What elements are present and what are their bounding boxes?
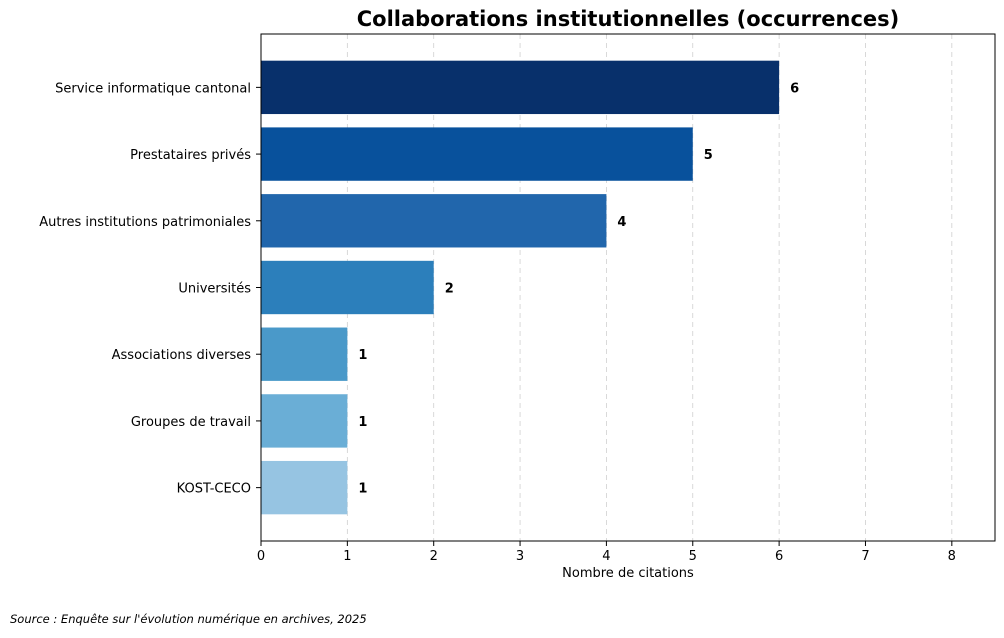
x-tick-label: 4 (602, 549, 610, 564)
data-label: 6 (790, 81, 799, 96)
y-tick-label: Prestataires privés (130, 148, 251, 163)
y-tick-labels: Service informatique cantonal Prestataire… (39, 81, 261, 497)
x-tick-label: 7 (861, 549, 869, 564)
bars (261, 60, 780, 515)
bar (261, 194, 607, 248)
x-tick-label: 0 (257, 549, 265, 564)
data-label: 1 (358, 348, 367, 363)
x-tick-label: 3 (516, 549, 524, 564)
y-tick-label: Autres institutions patrimoniales (39, 215, 251, 230)
x-tick-label: 6 (775, 549, 783, 564)
y-tick-label: KOST-CECO (177, 482, 251, 497)
data-label: 1 (358, 415, 367, 430)
data-label: 4 (617, 215, 626, 230)
x-tick-label: 2 (430, 549, 438, 564)
y-tick-label: Universités (178, 282, 251, 297)
bar (261, 127, 693, 181)
source-note: Source : Enquête sur l'évolution numériq… (10, 612, 367, 626)
data-label: 2 (445, 282, 454, 297)
y-tick-label: Groupes de travail (131, 415, 251, 430)
bar (261, 260, 434, 315)
chart-title: Collaborations institutionnelles (occurr… (357, 7, 900, 31)
plot-frame (260, 33, 996, 542)
x-ticks: 0 1 2 3 4 5 6 7 8 (257, 541, 956, 564)
bar (261, 60, 780, 115)
y-tick-label: Service informatique cantonal (55, 81, 251, 96)
x-axis-label: Nombre de citations (562, 566, 694, 581)
bar (261, 460, 348, 515)
y-tick-label: Associations diverses (112, 348, 252, 363)
bar (261, 327, 348, 381)
data-label: 1 (358, 482, 367, 497)
x-tick-label: 1 (343, 549, 351, 564)
x-tick-label: 8 (948, 549, 956, 564)
bar (261, 394, 348, 448)
data-label: 5 (704, 148, 713, 163)
x-tick-label: 5 (689, 549, 697, 564)
data-labels: 6 5 4 2 1 1 1 (358, 81, 799, 496)
